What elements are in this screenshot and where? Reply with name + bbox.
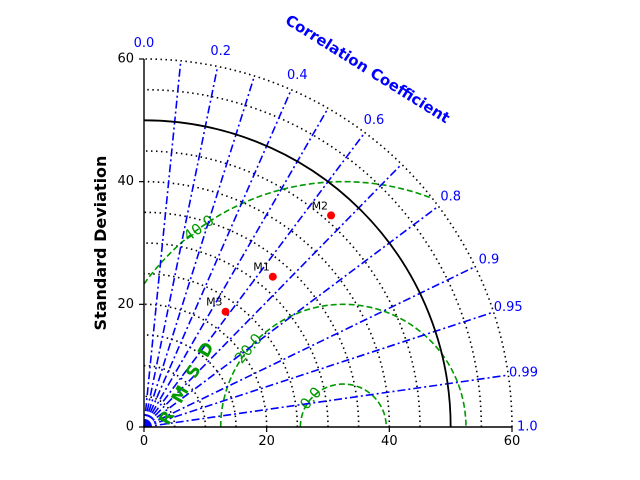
corr-tick-6: 0.95 (494, 300, 523, 315)
std-circle-9 (143, 88, 483, 428)
std-circle-10 (143, 58, 513, 428)
std-circle-5 (143, 242, 329, 428)
std-circle-0 (143, 395, 176, 428)
y-tick-label-3: 60 (117, 52, 134, 67)
point-M3 (221, 307, 230, 316)
corr-tick-4: 0.8 (440, 190, 461, 205)
std-circle-3 (143, 303, 268, 428)
y-tick-label-1: 20 (117, 297, 134, 312)
x-tick-label-0: 0 (140, 434, 148, 449)
corr-tick-1: 0.2 (210, 44, 231, 59)
std-circle-4 (143, 272, 299, 428)
corr-tick-2: 0.4 (287, 68, 308, 83)
corr-tick-5: 0.9 (479, 252, 500, 267)
x-tick-label-3: 60 (504, 434, 521, 449)
x-tick-label-2: 40 (381, 434, 398, 449)
std-circle-8 (143, 150, 421, 428)
rmsd-label-0: 0.0 (296, 383, 325, 413)
corr-tick-3: 0.6 (364, 113, 385, 128)
rmsd-title: R M S D (155, 336, 220, 428)
reference-std-arc (143, 119, 452, 428)
corr-line-3 (143, 89, 292, 428)
point-label-M2: M2 (312, 199, 329, 212)
corr-tick-7: 0.99 (509, 365, 538, 380)
point-label-M3: M3 (206, 296, 223, 309)
correlation-title: Correlation Coefficient (282, 11, 453, 127)
y-tick-label-0: 0 (126, 420, 134, 435)
reference-arc (143, 119, 452, 428)
std-circle-7 (143, 180, 391, 428)
point-M1 (268, 272, 277, 281)
x-tick-label-1: 20 (258, 434, 275, 449)
y-axis-label: Standard Deviation (91, 156, 110, 331)
corr-tick-8: 1.0 (517, 420, 538, 435)
rmsd-contour-0 (299, 383, 388, 428)
y-tick-label-2: 40 (117, 174, 134, 189)
rmsd-contour-1 (219, 303, 467, 428)
corr-line-0 (143, 60, 182, 428)
point-M2 (327, 211, 336, 220)
data-points: M1 M2 M3 (206, 199, 336, 316)
point-label-M1: M1 (253, 261, 270, 274)
labels: Standard Deviation Correlation Coefficie… (91, 11, 453, 429)
corr-tick-0: 0.0 (134, 36, 155, 51)
axes: 00 20 20 40 40 60 60 (117, 52, 520, 450)
